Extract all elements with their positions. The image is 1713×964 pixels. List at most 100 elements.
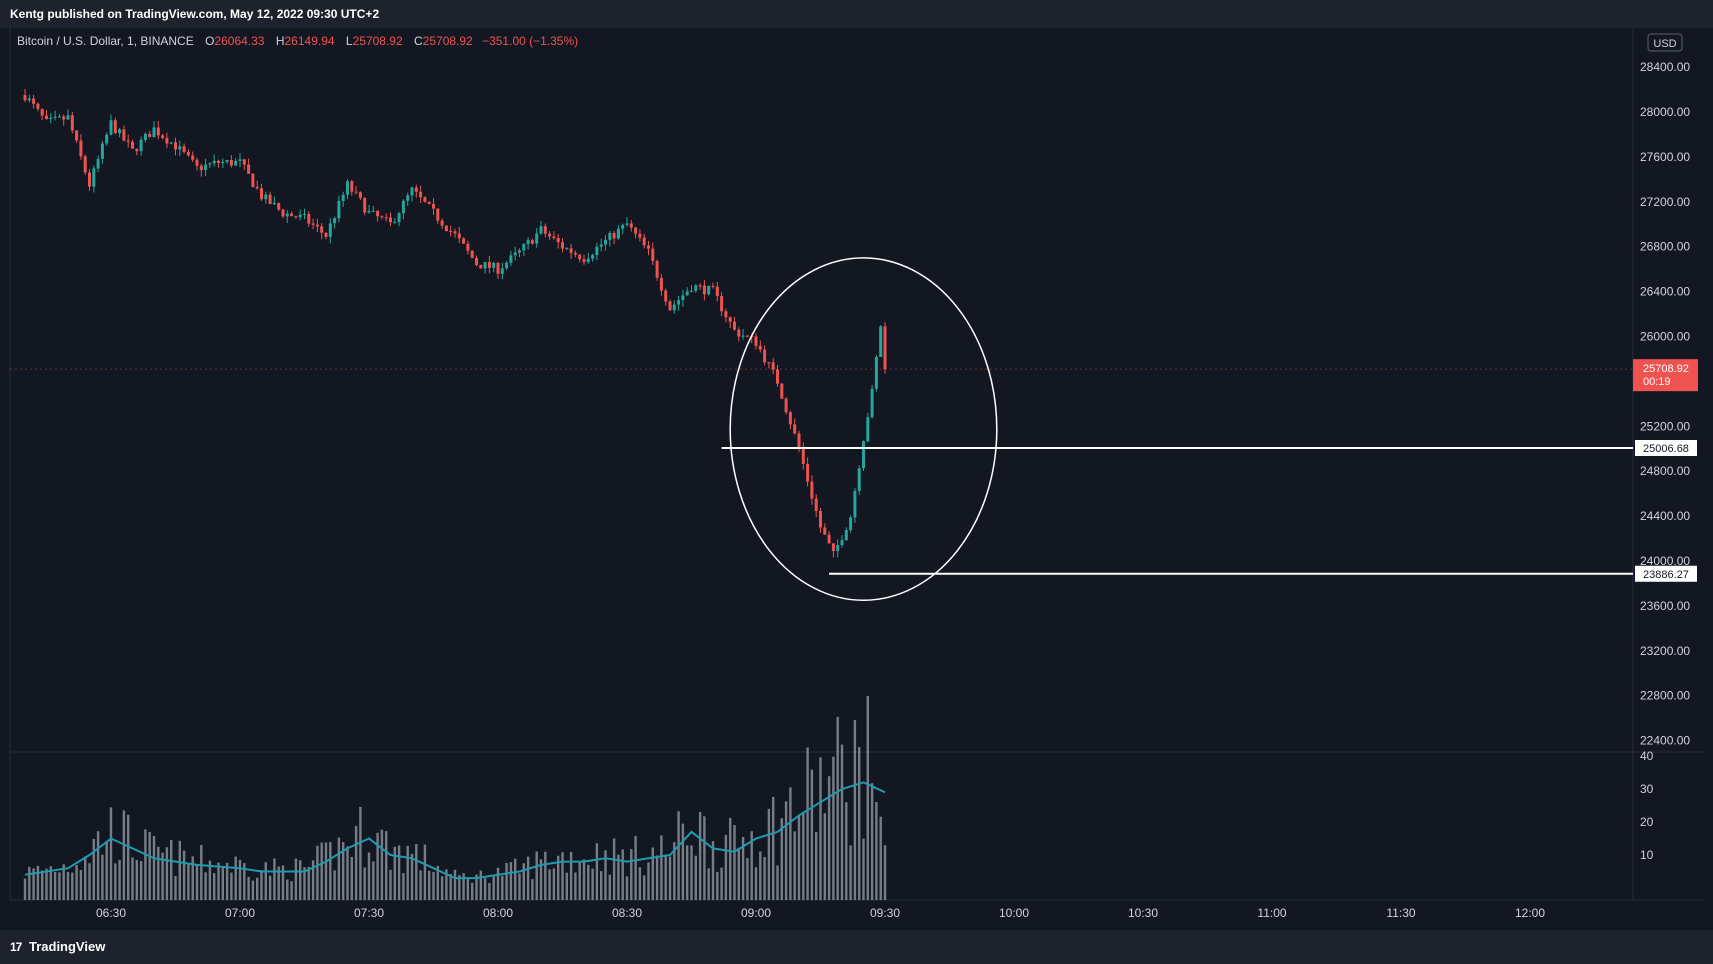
candle-body — [66, 115, 70, 120]
volume-bar — [363, 867, 366, 900]
candle-body — [844, 530, 848, 541]
volume-bar — [329, 842, 332, 900]
price-axis-tick-label: 23200.00 — [1640, 644, 1690, 658]
volume-bar — [23, 878, 27, 900]
volume-bar — [578, 862, 581, 900]
volume-bar — [449, 874, 452, 900]
candle-body — [586, 258, 590, 263]
volume-bar — [178, 840, 181, 900]
volume-bar — [238, 859, 242, 900]
candle-body — [122, 129, 126, 141]
volume-bar — [664, 854, 667, 900]
candle-body — [268, 194, 272, 204]
volume-bar — [514, 858, 517, 900]
volume-bar — [114, 863, 117, 900]
open-label: O — [205, 34, 215, 48]
candle-body — [651, 248, 655, 262]
candle-body — [831, 543, 835, 552]
volume-bar — [716, 871, 719, 900]
volume-bar — [643, 875, 646, 900]
volume-bar — [170, 839, 173, 900]
time-axis-tick-label: 10:30 — [1128, 906, 1158, 920]
volume-bar — [359, 806, 362, 900]
brand-name[interactable]: TradingView — [28, 939, 106, 954]
volume-bar — [415, 844, 418, 900]
volume-bar — [849, 845, 852, 900]
volume-bar — [836, 716, 839, 900]
volume-bar — [49, 866, 52, 900]
candle-body — [771, 362, 775, 370]
price-axis-tick-label: 22400.00 — [1640, 734, 1690, 748]
candle-body — [582, 259, 586, 263]
level-price-label: 23886.27 — [1643, 569, 1689, 581]
volume-bar — [686, 845, 689, 900]
volume-bar — [668, 856, 672, 900]
volume-bar — [690, 845, 693, 900]
volume-bar — [380, 829, 384, 900]
volume-bar — [651, 847, 654, 900]
candle-body — [599, 244, 603, 247]
volume-axis-tick-label: 20 — [1640, 815, 1654, 829]
time-axis-tick-label: 12:00 — [1515, 906, 1545, 920]
time-axis-tick-label: 08:00 — [483, 906, 513, 920]
volume-bar — [552, 868, 556, 900]
volume-bar — [802, 811, 805, 900]
candle-body — [754, 336, 758, 346]
candle-body — [874, 356, 878, 389]
volume-bar — [673, 842, 676, 900]
price-chart[interactable]: 28400.00 28000.00 27600.00 27200.00 26800.00… — [0, 0, 1713, 930]
candle-body — [509, 255, 513, 263]
candle-body — [131, 141, 134, 149]
volume-bar — [350, 856, 353, 900]
volume-bar — [617, 854, 620, 900]
candle-body — [840, 540, 844, 546]
candle-body — [57, 116, 61, 118]
volume-bar — [677, 811, 680, 900]
candle-body — [883, 326, 887, 370]
volume-bar — [402, 873, 405, 900]
volume-bar — [286, 879, 289, 900]
candle-body — [496, 263, 500, 274]
volume-bar — [711, 841, 715, 900]
volume-bar — [724, 834, 728, 900]
volume-bar — [385, 831, 388, 900]
volume-bar — [496, 867, 500, 900]
volume-bar — [466, 878, 470, 900]
symbol-name: Bitcoin / U.S. Dollar, 1, BINANCE — [17, 34, 194, 48]
volume-bar — [591, 868, 594, 900]
candle-body — [315, 224, 319, 227]
volume-bar — [587, 864, 590, 900]
candle-body — [88, 172, 91, 187]
volume-bar — [71, 872, 74, 900]
volume-bar — [501, 875, 504, 900]
volume-bar — [772, 796, 775, 900]
candle-body — [238, 159, 242, 161]
candle-body — [677, 300, 681, 305]
candle-body — [733, 321, 736, 330]
candle-body — [565, 248, 569, 250]
candle-body — [49, 117, 53, 119]
candle-body — [522, 244, 526, 251]
candle-body — [423, 197, 427, 202]
candle-body — [290, 213, 294, 217]
candle-body — [70, 115, 74, 131]
volume-bar — [462, 873, 465, 900]
candle-body — [354, 191, 358, 193]
volume-bar — [208, 860, 212, 900]
volume-bar — [268, 875, 272, 900]
volume-bar — [703, 816, 706, 900]
volume-bar — [535, 851, 538, 900]
candle-body — [225, 159, 229, 162]
price-axis-tick-label: 27600.00 — [1640, 150, 1690, 164]
time-axis-tick-label: 10:00 — [999, 906, 1029, 920]
candle-body — [367, 211, 371, 213]
volume-bar — [303, 867, 306, 900]
volume-bar — [475, 874, 478, 900]
time-axis-tick-label: 11:00 — [1257, 906, 1286, 920]
candle-body — [655, 261, 659, 278]
candle-body — [642, 237, 646, 246]
volume-bar — [767, 808, 771, 900]
candle-body — [758, 345, 762, 350]
volume-bar — [694, 855, 697, 900]
candle-body — [260, 188, 263, 200]
